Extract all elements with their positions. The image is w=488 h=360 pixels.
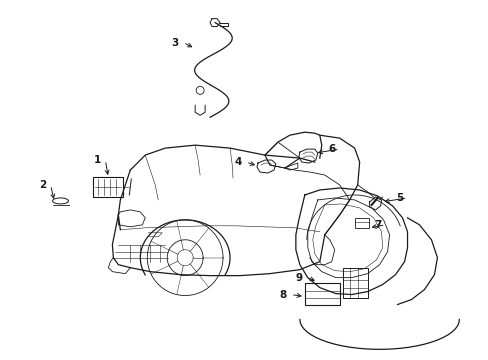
Text: 6: 6 — [327, 144, 335, 154]
Text: 7: 7 — [373, 220, 381, 230]
Text: 9: 9 — [295, 273, 302, 283]
Text: 3: 3 — [171, 37, 179, 48]
Text: 2: 2 — [39, 180, 46, 190]
FancyBboxPatch shape — [342, 268, 367, 298]
FancyBboxPatch shape — [93, 177, 123, 197]
Text: 4: 4 — [234, 157, 241, 167]
Text: 5: 5 — [395, 193, 403, 203]
Ellipse shape — [52, 198, 68, 204]
FancyBboxPatch shape — [304, 283, 339, 305]
Text: 8: 8 — [279, 289, 286, 300]
Text: 1: 1 — [94, 155, 101, 165]
Circle shape — [196, 86, 203, 94]
FancyBboxPatch shape — [354, 218, 368, 228]
